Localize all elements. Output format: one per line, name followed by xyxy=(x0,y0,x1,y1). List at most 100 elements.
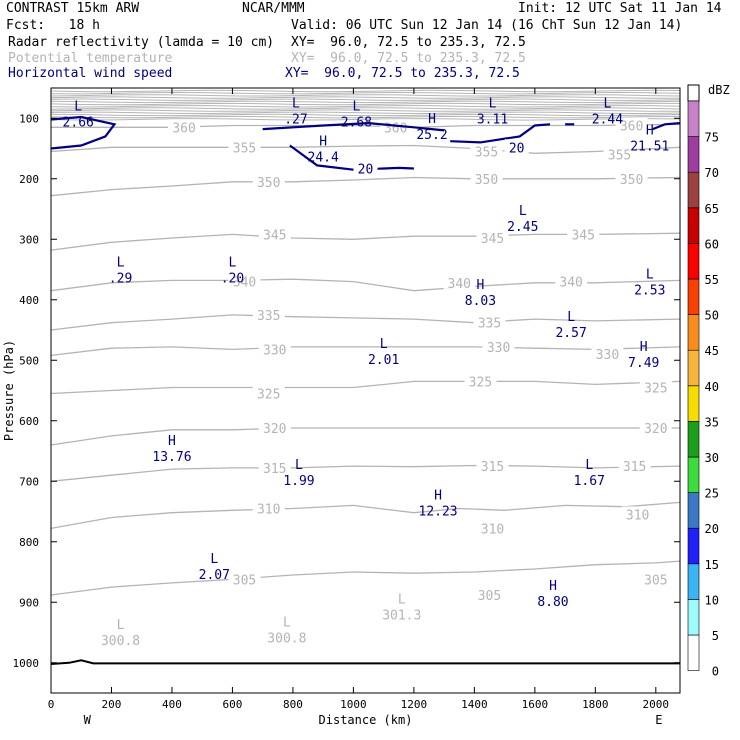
x-tick-label: 200 xyxy=(102,698,122,711)
x-end-label-west: W xyxy=(84,713,92,727)
wind-extremum-value: 2.44 xyxy=(592,112,623,127)
theta-label-bg xyxy=(639,420,672,435)
theta-label-bg xyxy=(621,506,654,521)
theta-label-bg xyxy=(476,520,509,535)
theta-label-bg xyxy=(555,273,588,288)
y-tick-label: 1000 xyxy=(13,657,40,670)
wind-extremum-marker: H xyxy=(476,278,484,293)
theta-label-305: 305 xyxy=(233,573,256,588)
theta-label-bg xyxy=(591,346,624,361)
wind-extremum-marker: L xyxy=(295,458,303,473)
theta-label-355: 355 xyxy=(233,141,256,156)
colorbar-swatch-50 xyxy=(687,278,700,315)
theta-upper-line xyxy=(50,118,681,121)
theta-contour-340 xyxy=(50,278,681,292)
wind-extremum-marker: L xyxy=(567,310,575,325)
wind-extremum-value: 2.53 xyxy=(634,284,665,299)
wind-extremum-marker: L xyxy=(604,96,612,111)
wind-extremum-value: 8.03 xyxy=(465,294,496,309)
wind-extremum-value: 1.99 xyxy=(283,474,314,489)
theta-label-bg xyxy=(473,314,506,329)
theta-contour-310 xyxy=(50,501,681,530)
wind-extremum-marker: H xyxy=(549,579,557,594)
field-wind-name: Horizontal wind speed xyxy=(8,66,173,81)
theta-label-315: 315 xyxy=(623,460,646,475)
x-tick-label: 1600 xyxy=(522,698,549,711)
theta-label-310: 310 xyxy=(481,522,504,537)
theta-label-bg xyxy=(464,373,497,388)
theta-label-320: 320 xyxy=(644,422,667,437)
wind-extremum-marker: L xyxy=(646,268,654,283)
theta-label-bg xyxy=(252,500,285,515)
x-tick-label: 1400 xyxy=(461,698,488,711)
theta-label-315: 315 xyxy=(481,460,504,475)
wind-extremum-value: 7.49 xyxy=(628,356,659,371)
theta-label-355: 355 xyxy=(608,149,631,164)
x-tick-label: 800 xyxy=(283,698,303,711)
wind-extremum-value: 24.4 xyxy=(308,150,339,165)
theta-contour-345 xyxy=(50,232,681,251)
theta-upper-line xyxy=(50,91,681,95)
colorbar: 0 5 10 15 20 25 30 35 40 45 50 55 60 65 70 75 dBZ xyxy=(687,83,730,679)
theta-label-360: 360 xyxy=(620,120,643,135)
theta-label-325: 325 xyxy=(644,381,667,396)
field-theta-xy: XY= 96.0, 72.5 to 235.3, 72.5 xyxy=(291,51,526,66)
y-tick-label: 600 xyxy=(19,415,39,428)
colorbar-label-45: 45 xyxy=(705,344,719,358)
theta-label-bg xyxy=(252,306,285,321)
colorbar-swatch-20 xyxy=(687,492,700,529)
wind-extremum-value: 2.68 xyxy=(341,115,372,130)
wind-extremum-marker: L xyxy=(380,337,388,352)
theta-label-bg xyxy=(443,274,476,289)
x-tick-label: 1800 xyxy=(582,698,609,711)
theta-upper-line xyxy=(50,105,681,108)
theta-label-325: 325 xyxy=(257,388,280,403)
colorbar-swatch-15 xyxy=(687,527,700,565)
theta-label-bg xyxy=(252,385,285,400)
theta-upper-line xyxy=(50,111,681,115)
theta-contour-355 xyxy=(50,144,681,154)
colorbar-top-cap xyxy=(687,84,700,102)
x-tick-label: 600 xyxy=(223,698,243,711)
theta-label-bg xyxy=(228,571,261,586)
theta-label-325: 325 xyxy=(469,375,492,390)
theta-label-bg xyxy=(615,117,648,132)
theta-contour-325 xyxy=(50,380,681,395)
wind-label-bg xyxy=(353,160,378,175)
theta-extremum-value: 300.8 xyxy=(267,631,306,646)
theta-label-bg xyxy=(470,143,503,158)
field-wind-xy: XY= 96.0, 72.5 to 235.3, 72.5 xyxy=(285,66,520,81)
theta-label-330: 330 xyxy=(487,341,510,356)
x-axis-title: Distance (km) xyxy=(319,713,413,727)
y-tick-label: 100 xyxy=(19,112,39,125)
theta-label-bg xyxy=(258,420,291,435)
valid-time: Valid: 06 UTC Sun 12 Jan 14 (16 ChT Sun … xyxy=(291,18,683,33)
y-tick-label: 500 xyxy=(19,354,39,367)
y-tick-label: 300 xyxy=(19,233,39,246)
x-tick-label: 400 xyxy=(162,698,182,711)
colorbar-label-55: 55 xyxy=(705,273,719,287)
y-tick-label: 800 xyxy=(19,536,39,549)
colorbar-label-50: 50 xyxy=(705,309,719,323)
theta-label-bg xyxy=(470,170,503,185)
x-end-label-east: E xyxy=(655,713,662,727)
theta-upper-line xyxy=(50,89,681,93)
theta-label-bg xyxy=(476,230,509,245)
y-tick-label: 900 xyxy=(19,596,39,609)
wind-contours: 2020L2.66L.27L2.68L3.11L2.44H25.2H24.4H2… xyxy=(50,96,681,610)
chart-axes: 0 200 400 600 800 1000 1200 1400 1600 1800 2000 100… xyxy=(2,87,681,727)
colorbar-swatch-0 xyxy=(687,634,700,671)
colorbar-swatch-40 xyxy=(687,349,700,387)
plot-frame xyxy=(50,87,681,694)
theta-label-bg xyxy=(258,341,291,356)
x-tick-label: 1200 xyxy=(401,698,428,711)
theta-extremum-marker: L xyxy=(398,592,406,607)
wind-extremum-marker: L xyxy=(353,99,361,114)
theta-label-bg xyxy=(615,170,648,185)
theta-label-305: 305 xyxy=(644,573,667,588)
wind-extremum-marker: H xyxy=(168,434,176,449)
theta-label-bg xyxy=(476,458,509,473)
colorbar-swatch-5 xyxy=(687,599,700,636)
wind-extremum-value: 3.11 xyxy=(477,112,508,127)
